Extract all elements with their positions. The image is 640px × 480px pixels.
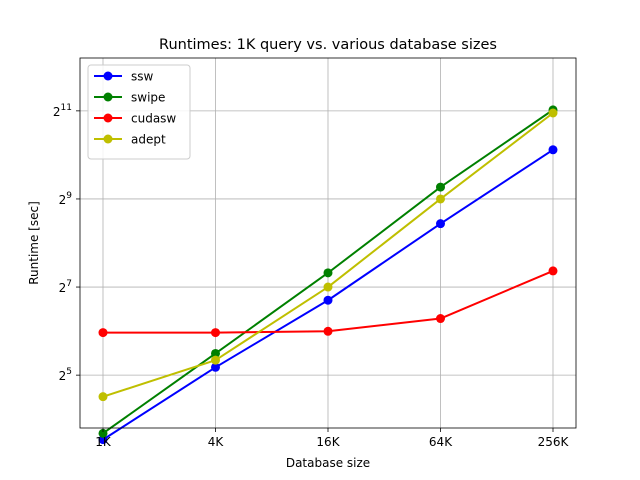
data-point-adept xyxy=(98,392,108,402)
data-point-swipe xyxy=(211,348,220,358)
legend-item-adept: adept xyxy=(94,133,166,147)
legend-swatch-marker xyxy=(103,92,113,102)
data-point-cudasw xyxy=(436,314,445,324)
data-point-swipe xyxy=(323,268,333,278)
legend-label: adept xyxy=(131,133,166,147)
legend-label: cudasw xyxy=(131,112,176,126)
x-tick-label: 4K xyxy=(208,435,225,449)
y-tick-label: 25 xyxy=(59,367,72,383)
data-point-ssw xyxy=(211,362,220,372)
data-point-adept xyxy=(436,194,445,204)
data-point-cudasw xyxy=(98,328,108,338)
data-point-adept xyxy=(211,355,220,365)
series-cudasw xyxy=(98,266,558,338)
data-point-swipe xyxy=(436,182,445,192)
data-point-adept xyxy=(548,108,558,118)
x-axis-title: Database size xyxy=(286,456,370,470)
y-tick-label: 211 xyxy=(53,103,72,119)
chart-title: Runtimes: 1K query vs. various database … xyxy=(159,37,497,53)
legend-label: ssw xyxy=(131,70,154,84)
data-point-ssw xyxy=(323,295,333,305)
legend-label: swipe xyxy=(131,91,165,105)
series-layer xyxy=(98,105,558,445)
series-ssw xyxy=(98,145,558,445)
x-tick-label: 64K xyxy=(429,435,453,449)
x-tick-label: 1K xyxy=(95,435,112,449)
legend-swatch-marker xyxy=(103,134,113,144)
legend-item-cudasw: cudasw xyxy=(94,112,176,126)
x-tick-label: 16K xyxy=(316,435,340,449)
data-point-cudasw xyxy=(548,266,558,276)
x-tick-label: 256K xyxy=(538,435,570,449)
legend-swatch-marker xyxy=(103,71,113,81)
data-point-ssw xyxy=(548,145,558,155)
legend-swatch-marker xyxy=(103,113,113,123)
legend-box xyxy=(87,64,191,160)
data-point-adept xyxy=(323,282,333,292)
y-axis-ticks: 25 27 29 211 xyxy=(53,103,80,383)
y-tick-label: 27 xyxy=(59,279,72,295)
data-point-cudasw xyxy=(323,326,333,336)
legend: ssw swipe cudasw adept xyxy=(87,64,191,160)
data-point-swipe xyxy=(98,428,108,438)
legend-item-ssw: ssw xyxy=(94,70,154,84)
x-axis-ticks: 1K 4K 16K 64K 256K xyxy=(95,428,570,449)
y-axis-title: Runtime [sec] xyxy=(27,201,41,285)
data-point-cudasw xyxy=(211,328,220,338)
y-tick-label: 29 xyxy=(59,191,73,207)
series-adept xyxy=(98,108,558,402)
data-point-ssw xyxy=(98,435,108,445)
data-point-ssw xyxy=(436,219,445,229)
legend-item-swipe: swipe xyxy=(94,91,165,105)
